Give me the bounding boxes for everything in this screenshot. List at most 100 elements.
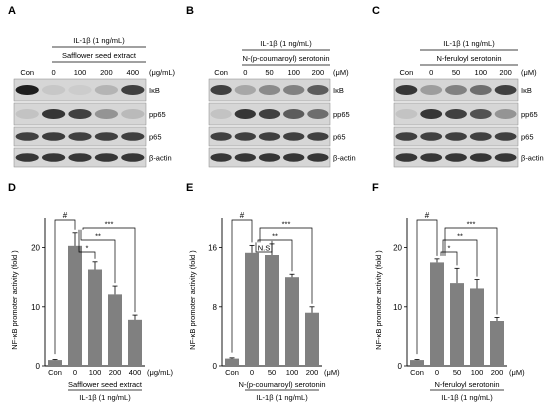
sig-bracket: [416, 219, 438, 355]
panel-letter: B: [186, 5, 194, 17]
y-tick-label: 8: [213, 303, 218, 312]
blot-panel-a: A IL-1β (1 ng/mL) Safflower seed extract Co…: [8, 5, 175, 168]
group-label: IL-1β (1 ng/mL): [256, 393, 308, 402]
panel-letter: F: [372, 182, 379, 194]
lane-label: 0: [52, 68, 56, 77]
blot-band: [494, 153, 517, 162]
y-axis-label: NF-κB promoter activity (fold ): [10, 250, 19, 350]
blot-band: [469, 109, 492, 119]
sig-label: ***: [105, 220, 114, 229]
bar: [305, 312, 319, 366]
sig-bracket: [82, 227, 136, 313]
bar: [128, 319, 142, 366]
lane-label: 0: [429, 68, 433, 77]
treatment-label: IL-1β (1 ng/mL): [260, 39, 312, 48]
protein-label: β-actin: [521, 154, 544, 163]
protein-label: pp65: [333, 110, 350, 119]
blot-band: [121, 132, 145, 141]
treatment-label: IL-1β (1 ng/mL): [443, 39, 495, 48]
compound-label: N-(p-coumaroyl) serotonin: [242, 54, 329, 63]
blot-band: [94, 109, 119, 119]
blot-band: [234, 153, 256, 162]
bar: [48, 360, 62, 366]
blot-band: [15, 132, 39, 141]
blot-band: [68, 132, 92, 141]
lane-label: Con: [20, 68, 34, 77]
x-tick-label: Con: [410, 368, 424, 377]
y-tick-label: 10: [393, 303, 402, 312]
x-tick-label: 200: [109, 368, 122, 377]
blot-band: [395, 132, 418, 141]
protein-label: pp65: [521, 110, 538, 119]
unit-label: (μM): [324, 368, 340, 377]
treatment-label: Safflower seed extract: [68, 380, 143, 389]
group-label: IL-1β (1 ng/mL): [79, 393, 131, 402]
protein-label: p65: [149, 133, 162, 142]
blot-band: [469, 153, 492, 162]
blot-band: [258, 109, 281, 119]
protein-label: p65: [333, 133, 346, 142]
sig-bracket: [259, 227, 313, 304]
blot-strip: [208, 78, 331, 102]
bar: [245, 252, 259, 366]
y-tick-label: 0: [36, 362, 41, 371]
sig-bracket: [255, 240, 273, 253]
x-tick-label: 50: [453, 368, 461, 377]
sig-bracket: [231, 219, 253, 353]
blot-band: [420, 132, 443, 141]
bar: [108, 294, 122, 366]
blot-band: [68, 153, 92, 162]
blot-band: [210, 153, 232, 162]
blot-band: [258, 153, 281, 162]
y-tick-label: 0: [213, 362, 218, 371]
protein-label: p65: [521, 133, 534, 142]
chart-e: E 0 8 16 NF-κB promoter activity (fold ) Con 0…: [186, 182, 340, 402]
y-tick-label: 0: [398, 362, 403, 371]
blot-band: [445, 153, 467, 162]
x-tick-label: 100: [286, 368, 299, 377]
protein-label: IκB: [149, 86, 160, 95]
blot-band: [395, 85, 418, 95]
lane-label: 0: [243, 68, 247, 77]
y-tick-label: 16: [208, 244, 217, 253]
x-tick-label: 200: [491, 368, 504, 377]
unit-label: (μg/mL): [147, 368, 173, 377]
panel-letter: C: [372, 5, 380, 17]
sig-label: #: [63, 211, 68, 220]
blot-panel-b: B IL-1β (1 ng/mL) N-(p-coumaroyl) serotoni…: [186, 5, 356, 168]
bar: [410, 360, 424, 366]
x-tick-label: 400: [129, 368, 142, 377]
compound-label: Safflower seed extract: [62, 51, 137, 60]
lane-label: 200: [100, 68, 113, 77]
bar: [430, 262, 444, 366]
lane-label: Con: [214, 68, 228, 77]
panel-letter: E: [186, 182, 193, 194]
blot-band: [41, 132, 66, 141]
x-tick-label: 0: [435, 368, 439, 377]
sig-bracket: [80, 229, 116, 284]
unit-label: (μM): [509, 368, 525, 377]
blot-band: [395, 109, 418, 119]
blot-band: [210, 109, 232, 119]
blot-band: [494, 132, 517, 141]
blot-band: [210, 132, 232, 141]
sig-label: **: [95, 232, 101, 241]
blot-band: [307, 132, 329, 141]
bar: [88, 269, 102, 366]
blot-band: [420, 109, 443, 119]
blot-band: [307, 85, 329, 95]
chart-f: F 0 10 20 NF-κB promoter activity (fold ) Con…: [372, 182, 525, 402]
blot-band: [15, 85, 39, 95]
y-tick-label: 10: [31, 303, 40, 312]
unit-label: (μM): [333, 68, 349, 77]
protein-label: β-actin: [333, 154, 356, 163]
blot-band: [283, 109, 305, 119]
blot-panel-c: C IL-1β (1 ng/mL) N-feruloyl serotonin Con 0…: [372, 5, 544, 168]
blot-band: [445, 132, 467, 141]
blot-band: [121, 153, 145, 162]
blot-strip: [393, 78, 519, 102]
sig-bracket: [442, 239, 478, 277]
bar: [265, 255, 279, 366]
blot-band: [307, 153, 329, 162]
